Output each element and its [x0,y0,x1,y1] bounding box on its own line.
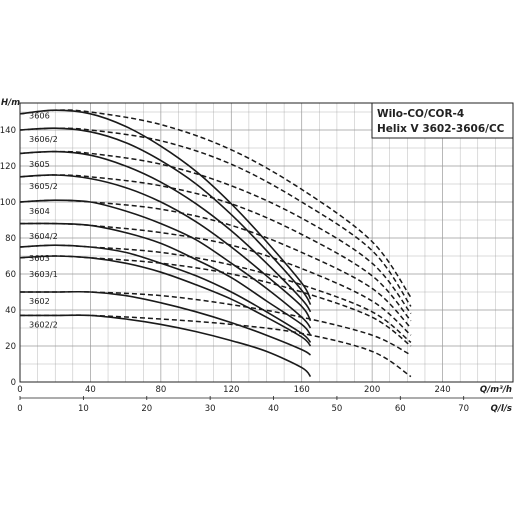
axis-ticks: 0 20 40 60 80 100 120 140 0 40 80 120 160 200 240 0 10 20… [0,126,513,414]
curve-solid [19,244,312,343]
x-tick-label: 120 [223,385,239,395]
x-tick-label: 40 [85,385,96,395]
x2-tick-label: 10 [78,404,89,414]
y-tick-label: 140 [0,126,16,136]
curve-solid [20,290,311,356]
x-axis-label-secondary: Q/l/s [491,404,512,414]
y-axis-label: H/m [1,98,20,108]
x-tick-label: 200 [364,385,380,395]
curve-label: 3605/2 [29,181,58,191]
pump-curves: 3606 3606/2 3605 3605/2 3604 3604/2 3603 3603/1… [19,109,412,378]
x2-tick-label: 0 [17,404,22,414]
x-tick-label: 160 [294,385,310,395]
x2-tick-label: 30 [205,404,216,414]
curve-label: 3604/2 [29,231,58,241]
curve-label: 3604 [29,206,50,216]
y-tick-label: 60 [5,270,16,280]
curve-solid [19,255,312,347]
title-box: Wilo-CO/COR-4 Helix V 3602-3606/CC [371,102,514,139]
curve-label: 3603 [29,253,50,263]
curve-dashed [19,244,412,343]
y-tick-label: 100 [0,198,16,208]
curve-label: 3602 [29,296,50,306]
x2-tick-label: 20 [141,404,152,414]
x-tick-label: 80 [155,385,166,395]
curve-solid [19,127,312,306]
x2-tick-label: 60 [395,404,406,414]
curve-solid [19,314,312,378]
curve-solid [19,109,312,300]
y-tick-label: 80 [5,234,16,244]
y-tick-label: 40 [5,306,16,316]
plot-frame [19,102,514,383]
x-tick-label: 0 [17,385,22,395]
x2-tick-label: 40 [268,404,279,414]
x2-tick-label: 70 [458,404,469,414]
curve-solid [19,222,312,336]
x-axis-label-primary: Q/m³/h [480,385,512,395]
curve-solid [19,199,312,329]
curve-solid [19,174,312,322]
curve-solid [19,150,312,313]
curve-label: 3606 [29,111,50,121]
curve-label: 3606/2 [29,134,58,144]
y-tick-label: 120 [0,162,16,172]
curve-label: 3605 [29,159,50,169]
curve-label: 3602/2 [29,319,58,329]
y-tick-label: 0 [11,378,16,388]
x-tick-label: 240 [434,385,450,395]
chart-title-line-2: Helix V 3602-3606/CC [377,123,505,135]
x2-tick-label: 50 [332,404,343,414]
y-tick-label: 20 [5,342,16,352]
curve-dashed [19,174,412,322]
curve-label: 3603/1 [29,269,58,279]
curve-dashed [19,222,412,336]
chart-title-line-1: Wilo-CO/COR-4 [377,108,464,120]
